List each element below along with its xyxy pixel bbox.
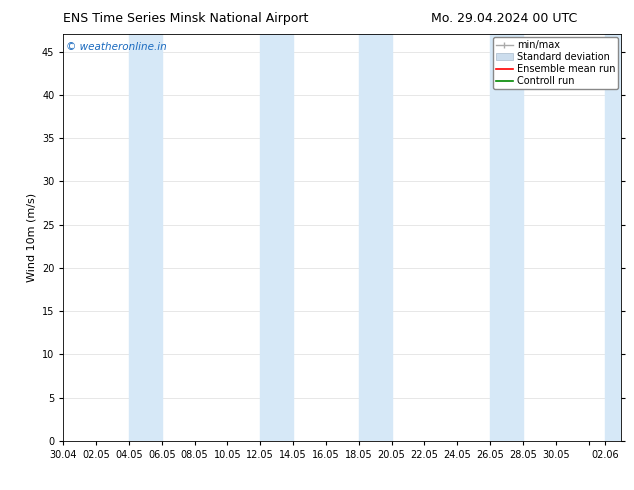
Bar — [261, 34, 293, 441]
Text: ENS Time Series Minsk National Airport: ENS Time Series Minsk National Airport — [63, 12, 309, 25]
Legend: min/max, Standard deviation, Ensemble mean run, Controll run: min/max, Standard deviation, Ensemble me… — [493, 37, 618, 89]
Bar — [490, 34, 523, 441]
Bar — [359, 34, 392, 441]
Y-axis label: Wind 10m (m/s): Wind 10m (m/s) — [27, 193, 36, 282]
Text: © weatheronline.in: © weatheronline.in — [66, 43, 167, 52]
Bar — [129, 34, 162, 441]
Text: Mo. 29.04.2024 00 UTC: Mo. 29.04.2024 00 UTC — [431, 12, 578, 25]
Bar — [605, 34, 634, 441]
